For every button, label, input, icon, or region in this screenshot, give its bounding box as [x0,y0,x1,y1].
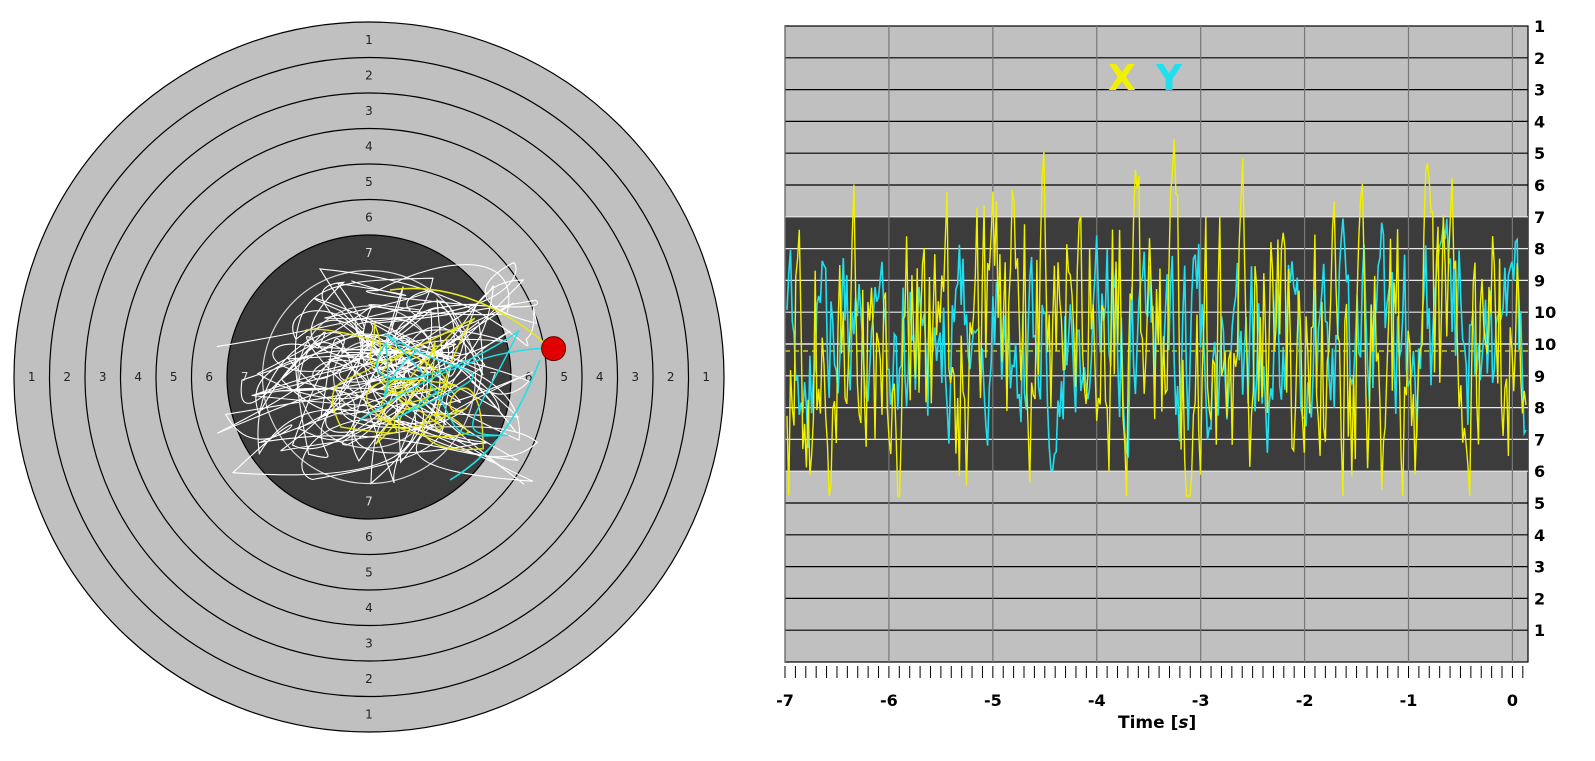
ring-number: 6 [365,210,373,224]
ring-number: 4 [365,601,373,615]
x-tick-label: -6 [880,691,898,710]
ring-number: 3 [99,370,107,384]
y-tick-label: 4 [1534,526,1545,545]
target-rings [13,21,725,733]
x-tick-label: -7 [776,691,794,710]
aim-trace [318,261,539,347]
x-axis-title: Time [s] [1118,713,1196,733]
y-tick-label: 8 [1534,399,1545,418]
aim-trace [376,329,521,437]
y-tick-label: 7 [1534,430,1545,449]
ring-number: 5 [170,370,178,384]
y-tick-label: 9 [1534,271,1545,290]
y-tick-label: 3 [1534,81,1545,100]
ring-number: 6 [365,530,373,544]
ring-number: 1 [702,370,710,384]
ring-number: 5 [560,370,568,384]
target-plot: 1 1 1 1 2 2 2 2 3 3 3 3 4 4 4 4 5 5 5 5 6 6 6 6 7 7 7 7 [13,21,725,733]
ring-number: 7 [365,494,373,508]
y-tick-label: 4 [1534,112,1545,131]
ring-number: 1 [365,33,373,47]
legend-y: Y [1155,58,1183,99]
x-tick-label: -2 [1296,691,1314,710]
shot-marker [541,336,567,362]
ring-number: 3 [631,370,639,384]
x-tick-labels: -7 -6 -5 -4 -3 -2 -1 0 [776,691,1518,710]
ring-number: 2 [365,68,373,82]
legend-x: X [1108,58,1136,99]
ring-number: 4 [134,370,142,384]
aim-traces [216,261,551,485]
aim-trace [359,347,551,421]
time-chart: 1 2 3 4 5 6 7 8 9 10 10 9 8 7 6 5 4 3 2 1 -7 -6 -5 -4 -3 -2 -1 0 X… [776,17,1556,733]
y-tick-label: 3 [1534,558,1545,577]
aim-trace [389,287,551,349]
y-tick-label: 6 [1534,176,1545,195]
aim-trace [216,277,539,485]
ring-number: 1 [365,707,373,721]
y-tick-labels: 1 2 3 4 5 6 7 8 9 10 10 9 8 7 6 5 4 3 2 1 [1534,17,1556,640]
ring-number: 2 [63,370,71,384]
target-ring-numbers: 1 1 1 1 2 2 2 2 3 3 3 3 4 4 4 4 5 5 5 5 6 6 6 6 7 7 7 7 [28,33,710,722]
series-line [786,139,1527,497]
x-tick-label: -4 [1088,691,1106,710]
ring-number: 3 [365,636,373,650]
ring-number: 6 [525,370,533,384]
ring-number: 6 [205,370,213,384]
y-tick-label: 1 [1534,17,1545,36]
x-tick-label: -5 [984,691,1002,710]
ring-number: 5 [365,565,373,579]
ring-number: 2 [667,370,675,384]
y-tick-label: 2 [1534,589,1545,608]
series-lines [786,139,1527,497]
ring-number: 2 [365,672,373,686]
y-tick-label: 5 [1534,144,1545,163]
x-tick-label: -1 [1400,691,1418,710]
y-tick-label: 9 [1534,367,1545,386]
y-tick-label: 7 [1534,208,1545,227]
ring-number: 7 [365,246,373,260]
y-tick-label: 10 [1534,335,1556,354]
y-tick-label: 8 [1534,240,1545,259]
aim-trace [305,317,484,451]
aim-trace [449,359,541,481]
y-tick-label: 5 [1534,494,1545,513]
x-minor-ticks [784,666,1524,678]
ring-number: 7 [489,370,497,384]
ring-number: 4 [365,139,373,153]
y-tick-label: 10 [1534,303,1556,322]
x-tick-label: -3 [1192,691,1210,710]
y-tick-label: 6 [1534,462,1545,481]
ring-number: 1 [28,370,36,384]
ring-number: 3 [365,104,373,118]
y-tick-label: 1 [1534,621,1545,640]
y-tick-label: 2 [1534,49,1545,68]
ring-number: 4 [596,370,604,384]
x-tick-label: 0 [1507,691,1518,710]
ring-number: 5 [365,175,373,189]
score-gridlines [785,57,1528,631]
ring-number: 7 [241,370,249,384]
time-gridlines [784,26,1514,662]
